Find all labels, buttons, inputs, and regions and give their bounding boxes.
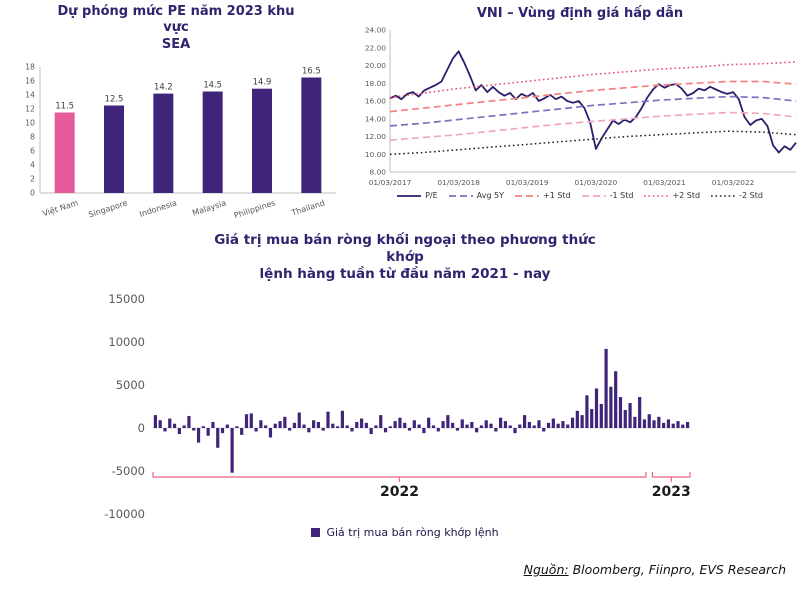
source-note: Nguồn: Bloomberg, Fiinpro, EVS Research bbox=[524, 562, 786, 577]
legend-line-sample bbox=[397, 194, 422, 197]
legend-label: Avg 5Y bbox=[476, 191, 504, 201]
weekly-title-line1: Giá trị mua bán ròng khối ngoại theo phư… bbox=[214, 232, 596, 265]
svg-text:Philippines: Philippines bbox=[233, 198, 277, 220]
svg-text:22.00: 22.00 bbox=[365, 44, 386, 53]
svg-text:Việt Nam: Việt Nam bbox=[41, 197, 79, 218]
svg-text:12: 12 bbox=[25, 104, 35, 113]
svg-text:5000: 5000 bbox=[116, 378, 145, 392]
svg-text:14.00: 14.00 bbox=[365, 115, 386, 124]
svg-text:12.5: 12.5 bbox=[105, 93, 124, 103]
pe-chart-title: Dự phóng mức PE năm 2023 khu vực SEA bbox=[51, 4, 301, 53]
legend-label: P/E bbox=[425, 191, 438, 201]
legend-line-sample bbox=[711, 195, 736, 197]
legend-label: -2 Std bbox=[739, 191, 763, 201]
pe-chart-plot: 0 2 4 6 8 10 12 14 16 18 11.5 Việt Nam 12.5 Singapore… bbox=[25, 62, 336, 220]
svg-text:6: 6 bbox=[30, 146, 35, 155]
svg-text:12.00: 12.00 bbox=[365, 132, 386, 141]
vni-legend-item: P/E bbox=[397, 191, 438, 200]
svg-text:Thailand: Thailand bbox=[290, 198, 326, 217]
foreign-netbuy-chart: Giá trị mua bán ròng khối ngoại theo phư… bbox=[75, 232, 735, 539]
vni-legend-item: +2 Std bbox=[644, 191, 700, 200]
svg-text:2023: 2023 bbox=[652, 484, 691, 500]
svg-text:16: 16 bbox=[25, 76, 35, 85]
svg-text:01/03/2022: 01/03/2022 bbox=[712, 178, 755, 187]
weekly-legend-label: Giá trị mua bán ròng khớp lệnh bbox=[326, 525, 499, 539]
weekly-legend: Giá trị mua bán ròng khớp lệnh bbox=[75, 526, 735, 539]
svg-text:14: 14 bbox=[25, 90, 35, 99]
svg-text:10.00: 10.00 bbox=[365, 150, 386, 159]
legend-label: +2 Std bbox=[672, 191, 701, 201]
legend-line-sample bbox=[515, 194, 539, 197]
svg-text:Malaysia: Malaysia bbox=[191, 198, 227, 217]
weekly-chart-plot: 15000 10000 5000 0 -5000 -10000 2022 2023 bbox=[104, 292, 691, 521]
svg-text:2: 2 bbox=[30, 174, 35, 183]
svg-text:16.5: 16.5 bbox=[302, 65, 321, 75]
svg-text:14.2: 14.2 bbox=[154, 81, 173, 91]
legend-color-swatch bbox=[311, 527, 321, 537]
svg-text:24.00: 24.00 bbox=[365, 26, 386, 35]
vni-valuation-chart: VNI – Vùng định giá hấp dẫn 8.00 10.00 12.… bbox=[352, 6, 808, 200]
svg-text:-5000: -5000 bbox=[112, 464, 145, 478]
svg-text:18.00: 18.00 bbox=[365, 79, 386, 88]
legend-label: +1 Std bbox=[543, 191, 571, 201]
svg-text:15000: 15000 bbox=[108, 292, 145, 306]
svg-text:16.00: 16.00 bbox=[365, 97, 386, 106]
pe-title-line1: Dự phóng mức PE năm 2023 khu vực bbox=[57, 4, 295, 36]
svg-text:Singapore: Singapore bbox=[87, 198, 128, 219]
svg-text:8.00: 8.00 bbox=[370, 168, 387, 177]
svg-text:01/03/2019: 01/03/2019 bbox=[506, 178, 549, 187]
svg-text:0: 0 bbox=[30, 188, 35, 197]
svg-text:8: 8 bbox=[30, 132, 35, 141]
legend-label: -1 Std bbox=[609, 191, 634, 201]
svg-text:0: 0 bbox=[138, 421, 145, 435]
pe-title-line2: SEA bbox=[161, 36, 191, 52]
vni-legend-item: -1 Std bbox=[581, 191, 634, 201]
vni-legend-item: Avg 5Y bbox=[448, 191, 504, 201]
svg-text:Indonesia: Indonesia bbox=[138, 198, 178, 219]
vni-legend-item: +1 Std bbox=[515, 191, 571, 200]
svg-text:01/03/2017: 01/03/2017 bbox=[369, 178, 412, 187]
vni-legend: P/E Avg 5Y +1 Std -1 Std +2 Std -2 Std bbox=[352, 191, 808, 200]
svg-text:2022: 2022 bbox=[380, 484, 419, 500]
vni-chart-plot: 8.00 10.00 12.00 14.00 16.00 18.00 20.00 22.00 2… bbox=[365, 26, 797, 187]
svg-text:-10000: -10000 bbox=[104, 507, 145, 521]
legend-line-sample bbox=[581, 194, 606, 197]
svg-text:01/03/2021: 01/03/2021 bbox=[643, 178, 686, 187]
svg-text:01/03/2018: 01/03/2018 bbox=[437, 178, 480, 187]
svg-text:20.00: 20.00 bbox=[365, 61, 386, 70]
svg-text:14.9: 14.9 bbox=[253, 76, 272, 86]
svg-text:18: 18 bbox=[25, 62, 35, 71]
vni-chart-title: VNI – Vùng định giá hấp dẫn bbox=[476, 6, 684, 21]
svg-text:14.5: 14.5 bbox=[203, 79, 222, 89]
weekly-title-line2: lệnh hàng tuần từ đầu năm 2021 - nay bbox=[259, 265, 551, 282]
legend-line-sample bbox=[644, 194, 669, 197]
pe-forecast-chart: Dự phóng mức PE năm 2023 khu vực SEA 0 2 4… bbox=[8, 4, 344, 233]
svg-text:11.5: 11.5 bbox=[55, 100, 74, 110]
vni-legend-item: -2 Std bbox=[711, 191, 763, 200]
svg-text:10000: 10000 bbox=[108, 335, 145, 349]
source-text: Bloomberg, Fiinpro, EVS Research bbox=[568, 562, 786, 577]
source-label: Nguồn: bbox=[523, 562, 569, 577]
svg-text:4: 4 bbox=[30, 160, 35, 169]
svg-text:10: 10 bbox=[25, 118, 35, 127]
weekly-chart-title: Giá trị mua bán ròng khối ngoại theo phư… bbox=[195, 232, 615, 283]
legend-line-sample bbox=[448, 194, 473, 197]
svg-text:01/03/2020: 01/03/2020 bbox=[575, 178, 618, 187]
